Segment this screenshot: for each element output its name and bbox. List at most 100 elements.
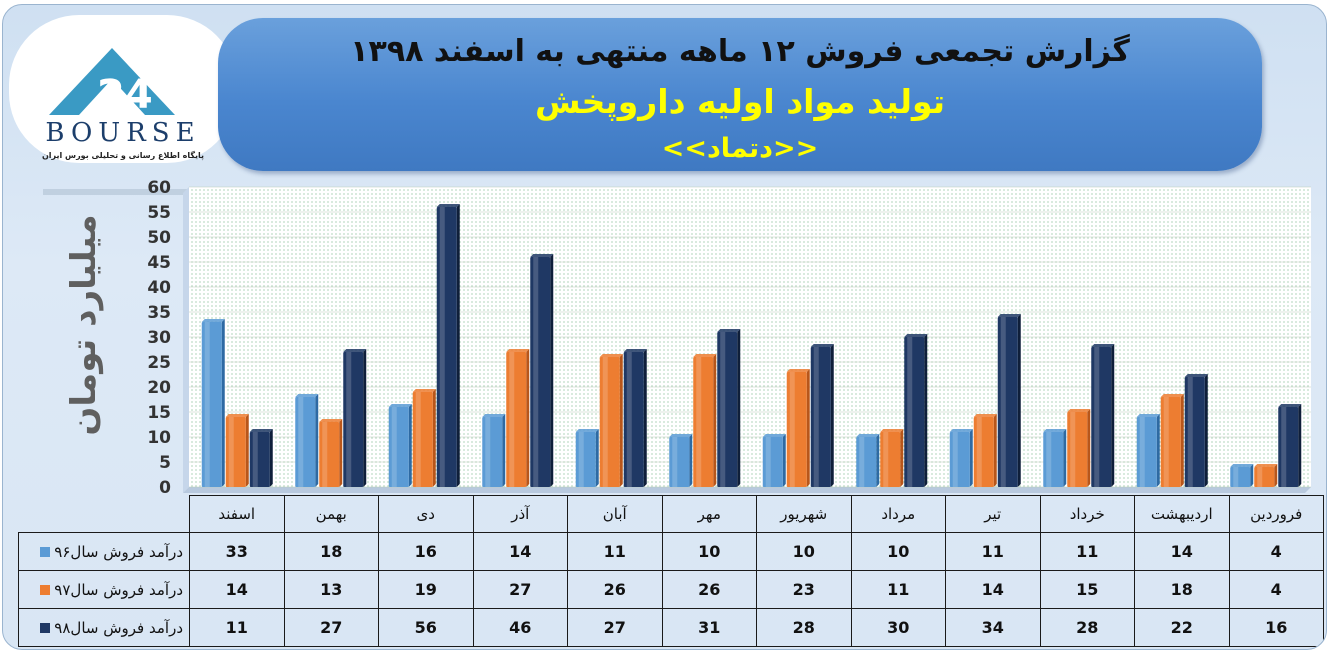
data-label: 10 <box>756 532 852 571</box>
bar <box>249 429 273 487</box>
logo-number: 24 <box>97 72 153 118</box>
data-label: 15 <box>1039 570 1135 609</box>
data-label: 19 <box>378 570 474 609</box>
bar <box>1067 409 1091 487</box>
y-tick-label: 5 <box>159 453 171 473</box>
data-label: 30 <box>850 608 946 647</box>
legend-entry: درآمد فروش سال۹۸ <box>18 608 190 647</box>
data-label: 14 <box>189 570 285 609</box>
x-tick-label: تیر <box>945 495 1041 533</box>
table-row: درآمد فروش سال۹۶ 33 18 16 14 11 10 10 10 11 11 14 4 <box>18 532 1324 571</box>
legend-swatch <box>40 585 51 595</box>
data-label: 4 <box>1228 570 1324 609</box>
data-label: 11 <box>850 570 946 609</box>
x-tick-label: شهریور <box>756 495 852 533</box>
bar <box>973 414 997 487</box>
y-tick-label: 60 <box>147 178 171 198</box>
y-tick-label: 45 <box>147 253 171 273</box>
x-tick-label: فروردین <box>1228 495 1324 533</box>
y-tick-label: 0 <box>159 478 171 498</box>
data-label: 10 <box>661 532 757 571</box>
logo-tagline: پایگاه اطلاع رسانی و تحلیلی بورس ایران <box>42 150 204 161</box>
report-title: گزارش تجمعی فروش ۱۲ ماهه منتهی به اسفند … <box>350 34 1130 69</box>
data-label: 10 <box>850 532 946 571</box>
data-label: 33 <box>189 532 285 571</box>
data-label: 16 <box>1228 608 1324 647</box>
legend-entry: درآمد فروش سال۹۶ <box>18 532 190 571</box>
data-label: 46 <box>472 608 568 647</box>
y-tick-label: 10 <box>147 428 171 448</box>
x-tick-label: اردیبهشت <box>1134 495 1230 533</box>
bar <box>343 349 367 487</box>
bar <box>1254 464 1278 487</box>
bar <box>388 404 412 487</box>
bar <box>1091 344 1115 487</box>
logo-emblem: 24 BOURSE پایگاه اطلاع رسانی و تحلیلی بو… <box>42 48 204 161</box>
bar <box>717 329 741 487</box>
data-label: 11 <box>1039 532 1135 571</box>
bar <box>762 434 786 487</box>
data-label: 4 <box>1228 532 1324 571</box>
data-label: 22 <box>1134 608 1230 647</box>
logo-reflection <box>23 173 223 195</box>
sales-bar-chart: 0 5 10 15 20 25 30 35 40 45 50 55 60 میلیارد تومان <box>64 178 1311 498</box>
bar <box>436 204 460 487</box>
data-label: 28 <box>756 608 852 647</box>
data-label: 26 <box>567 570 663 609</box>
bar <box>506 349 530 487</box>
y-axis-title: میلیارد تومان <box>64 214 104 435</box>
bar <box>856 434 880 487</box>
data-label: 34 <box>945 608 1041 647</box>
bar <box>623 349 647 487</box>
x-tick-label: خرداد <box>1039 495 1135 533</box>
data-table: اسفند بهمن دی آذر آبان مهر شهریور مرداد تیر خرداد… <box>18 495 1324 647</box>
data-label: 13 <box>283 570 379 609</box>
x-tick-label: آذر <box>472 495 568 533</box>
x-tick-label: بهمن <box>283 495 379 533</box>
data-label: 18 <box>1134 570 1230 609</box>
legend-entry: درآمد فروش سال۹۷ <box>18 570 190 609</box>
logo-brand: BOURSE <box>45 118 200 148</box>
bar <box>1160 394 1184 487</box>
table-corner <box>18 495 190 533</box>
x-tick-label: اسفند <box>189 495 285 533</box>
data-label: 14 <box>1134 532 1230 571</box>
ticker-symbol: <<دتماد>> <box>661 133 819 164</box>
bar <box>1136 414 1160 487</box>
data-label: 26 <box>661 570 757 609</box>
bar <box>1184 374 1208 487</box>
y-tick-label: 20 <box>147 378 171 398</box>
bar <box>693 354 717 487</box>
series-name: درآمد فروش سال۹۷ <box>54 580 183 599</box>
y-tick-label: 30 <box>147 328 171 348</box>
series-name: درآمد فروش سال۹۶ <box>54 542 183 561</box>
table-row: درآمد فروش سال۹۷ 14 13 19 27 26 26 23 11 14 15 18 4 <box>18 570 1324 609</box>
bar <box>949 429 973 487</box>
bar <box>295 394 319 487</box>
data-label: 28 <box>1039 608 1135 647</box>
data-label: 23 <box>756 570 852 609</box>
y-tick-label: 15 <box>147 403 171 423</box>
data-label: 31 <box>661 608 757 647</box>
data-label: 11 <box>945 532 1041 571</box>
bar <box>997 314 1021 487</box>
bar <box>1230 464 1254 487</box>
legend-swatch <box>40 623 51 633</box>
x-tick-label: مرداد <box>850 495 946 533</box>
y-tick-label: 40 <box>147 278 171 298</box>
bourse24-logo: 24 BOURSE پایگاه اطلاع رسانی و تحلیلی بو… <box>9 15 237 163</box>
data-label: 11 <box>189 608 285 647</box>
x-tick-label: مهر <box>661 495 757 533</box>
data-label: 14 <box>945 570 1041 609</box>
bar <box>319 419 343 487</box>
bar <box>482 414 506 487</box>
bar <box>1278 404 1302 487</box>
bar <box>575 429 599 487</box>
data-label: 56 <box>378 608 474 647</box>
data-label: 27 <box>283 608 379 647</box>
bar <box>201 319 225 487</box>
bar <box>225 414 249 487</box>
table-row: درآمد فروش سال۹۸ 11 27 56 46 27 31 28 30 34 28 22 16 <box>18 608 1324 647</box>
bar <box>599 354 623 487</box>
series-name: درآمد فروش سال۹۸ <box>54 618 183 637</box>
